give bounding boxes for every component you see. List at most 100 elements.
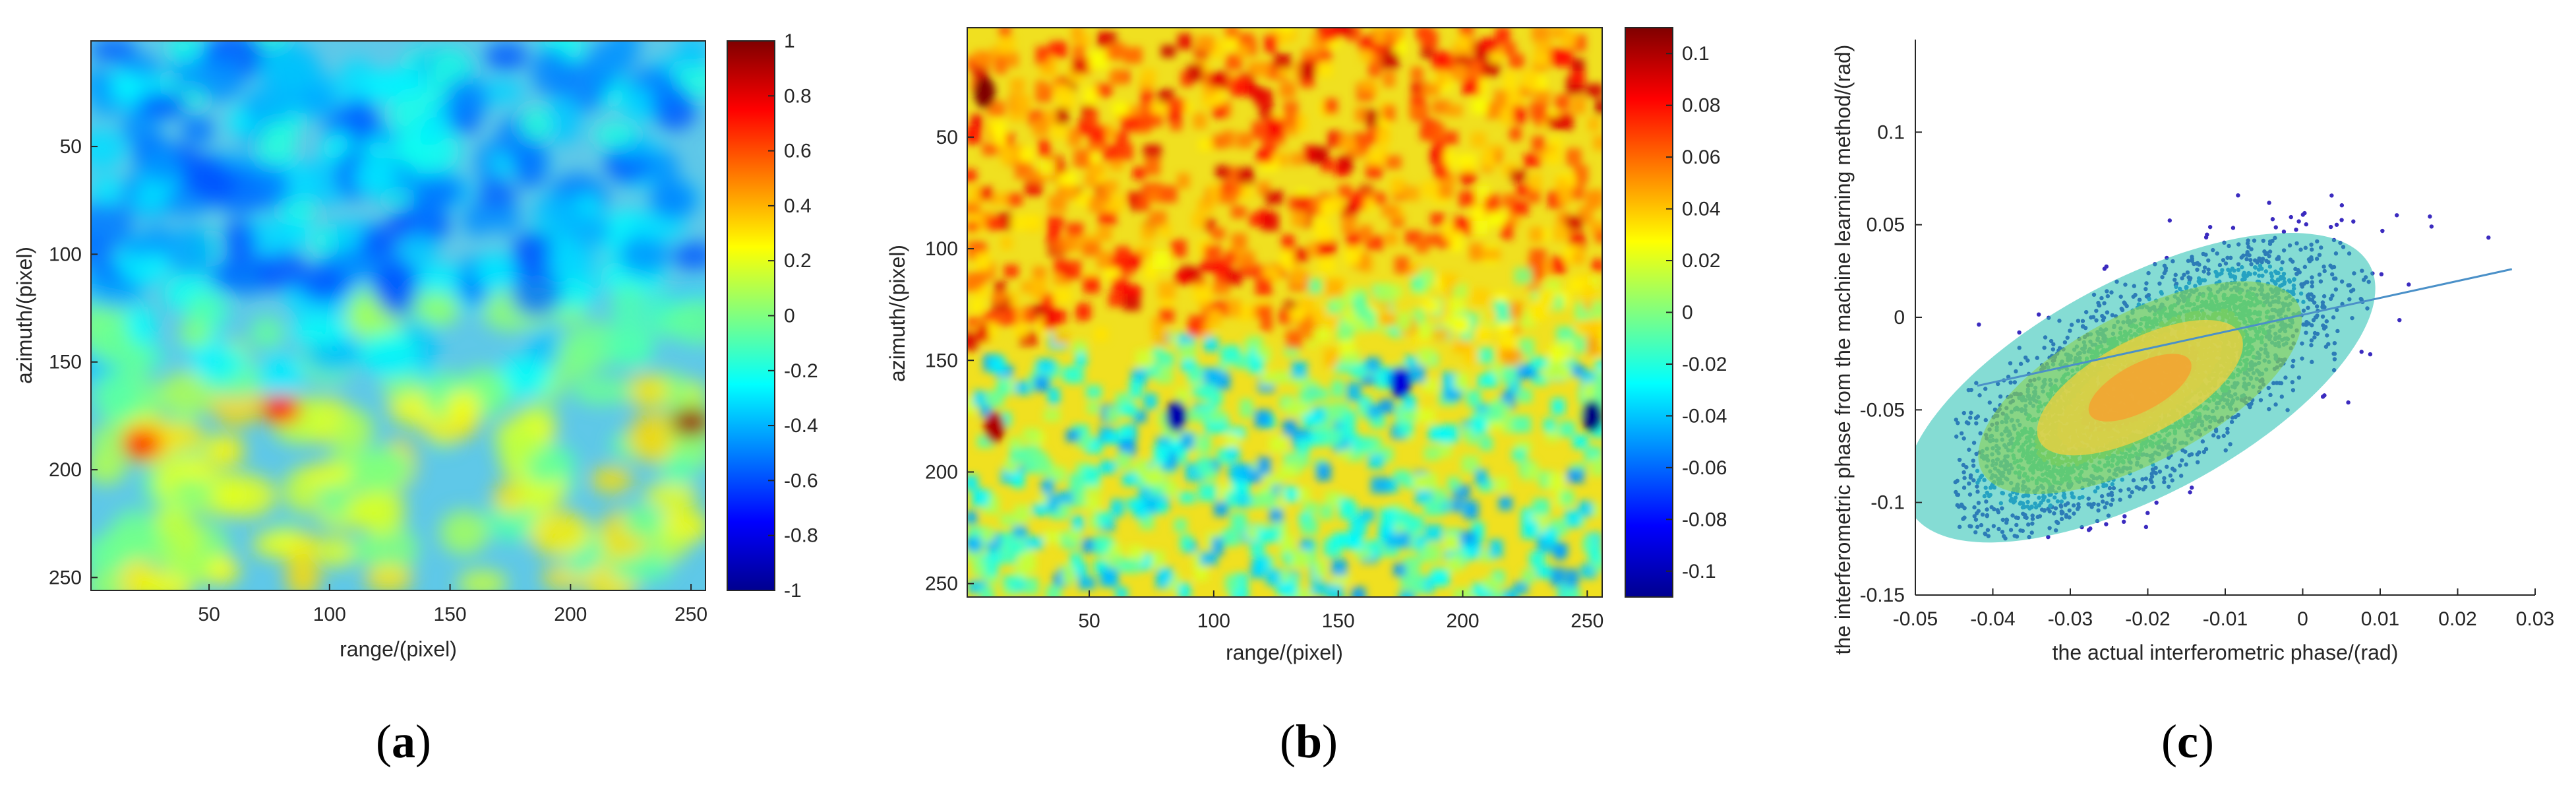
heat-blob xyxy=(475,253,516,294)
heat-cell xyxy=(1416,409,1435,423)
heat-cell xyxy=(1056,108,1069,125)
heat-blob xyxy=(491,203,521,234)
heat-cell xyxy=(973,391,986,407)
heat-cell xyxy=(1203,336,1218,352)
heat-cell xyxy=(1424,524,1443,542)
heat-cell xyxy=(1141,224,1155,241)
heat-cell xyxy=(1009,437,1023,451)
heat-cell xyxy=(1203,245,1222,260)
heat-cell xyxy=(1557,49,1573,67)
heat-cell xyxy=(1408,365,1426,383)
heat-cell xyxy=(1365,540,1380,553)
heat-blob xyxy=(520,108,553,141)
heat-blob xyxy=(138,92,189,119)
heat-cell xyxy=(1116,393,1130,408)
heat-cell xyxy=(1522,569,1535,584)
heat-cell xyxy=(1134,116,1153,130)
heat-cell xyxy=(1436,443,1452,457)
heat-cell xyxy=(1472,417,1487,434)
colorbar-tick-label: -0.02 xyxy=(1682,354,1727,375)
heat-cell xyxy=(1222,528,1240,546)
y-tick-label: 150 xyxy=(49,352,82,373)
heat-cell xyxy=(1471,220,1488,234)
heat-cell xyxy=(1058,503,1071,516)
heat-cell xyxy=(1033,451,1048,466)
heat-cell xyxy=(1489,539,1503,558)
colorbar-tick-label: -0.4 xyxy=(784,415,818,437)
heat-cell xyxy=(1336,326,1353,341)
heat-cell xyxy=(1572,58,1585,71)
heat-cell xyxy=(1153,445,1169,464)
heat-cell xyxy=(1226,268,1242,286)
heat-blob xyxy=(649,179,697,220)
heat-cell xyxy=(1340,338,1355,355)
heat-cell xyxy=(1425,300,1441,313)
heat-cell xyxy=(1062,186,1079,199)
heat-cell xyxy=(1501,42,1516,56)
heat-hotspot xyxy=(671,408,705,437)
heat-cell xyxy=(1375,284,1393,302)
heat-cell xyxy=(1062,566,1075,585)
heat-cell xyxy=(1510,170,1526,182)
heat-cell xyxy=(1480,436,1493,451)
x-tick-label: 150 xyxy=(1322,610,1355,632)
heat-blob xyxy=(170,478,214,504)
heat-blob xyxy=(360,224,394,258)
heat-cell xyxy=(967,332,979,350)
heat-cell xyxy=(1528,190,1541,203)
heat-cell xyxy=(1543,418,1556,432)
heat-cell xyxy=(1402,395,1416,410)
heat-cell xyxy=(1334,532,1353,548)
scatter-point xyxy=(2379,272,2384,276)
colorbar-tick-label: 0.08 xyxy=(1682,95,1720,117)
scatter-point xyxy=(1977,322,1981,327)
heat-cell xyxy=(1411,575,1426,593)
x-tick-label: 250 xyxy=(1571,610,1603,632)
heat-cell xyxy=(1097,187,1111,204)
scatter-point xyxy=(2429,224,2434,229)
scatter-point xyxy=(2267,201,2271,205)
scatter-point xyxy=(2017,330,2022,335)
heat-blob xyxy=(250,317,284,349)
heat-cell xyxy=(1003,265,1019,278)
x-ticks-b: 50 100 150 200 250 xyxy=(1078,590,1603,632)
heat-cell xyxy=(1396,312,1412,331)
heat-cell xyxy=(1595,100,1602,114)
heat-cell xyxy=(1454,317,1470,333)
heat-cell xyxy=(1105,266,1118,280)
heat-cell xyxy=(1132,167,1146,179)
heat-blob xyxy=(344,491,394,526)
heat-cell xyxy=(1400,573,1413,589)
heat-cell xyxy=(1549,345,1565,362)
heat-cell xyxy=(1037,139,1050,157)
heat-cell xyxy=(1269,508,1284,522)
heat-cell xyxy=(1187,365,1201,383)
heat-cell xyxy=(1472,98,1489,114)
heat-cell xyxy=(1022,215,1040,228)
scatter-point xyxy=(2320,394,2325,399)
heat-cell xyxy=(1431,100,1451,115)
heat-blob xyxy=(349,452,407,493)
heat-cell xyxy=(1193,286,1212,301)
y-tick-label: 200 xyxy=(49,459,82,481)
heat-cell xyxy=(1514,267,1532,284)
heat-cell xyxy=(1208,309,1222,327)
heat-blob xyxy=(527,325,560,369)
heat-cell xyxy=(1012,472,1025,488)
heat-cell xyxy=(994,281,1006,294)
heat-cell xyxy=(1230,513,1247,531)
heat-cell xyxy=(1159,307,1174,323)
heat-cell xyxy=(1462,65,1480,80)
heat-cell xyxy=(1341,351,1360,365)
heat-cell xyxy=(1360,49,1373,62)
heat-cell xyxy=(982,529,995,542)
heat-cell xyxy=(1086,385,1102,398)
heat-cell xyxy=(998,36,1015,52)
heat-cell xyxy=(1556,327,1574,341)
heat-cell xyxy=(1534,90,1551,104)
heat-cell xyxy=(1180,432,1195,449)
x-axis-label-a: range/(pixel) xyxy=(340,637,457,661)
heat-cell xyxy=(1512,105,1526,123)
heat-cell xyxy=(1523,154,1542,168)
